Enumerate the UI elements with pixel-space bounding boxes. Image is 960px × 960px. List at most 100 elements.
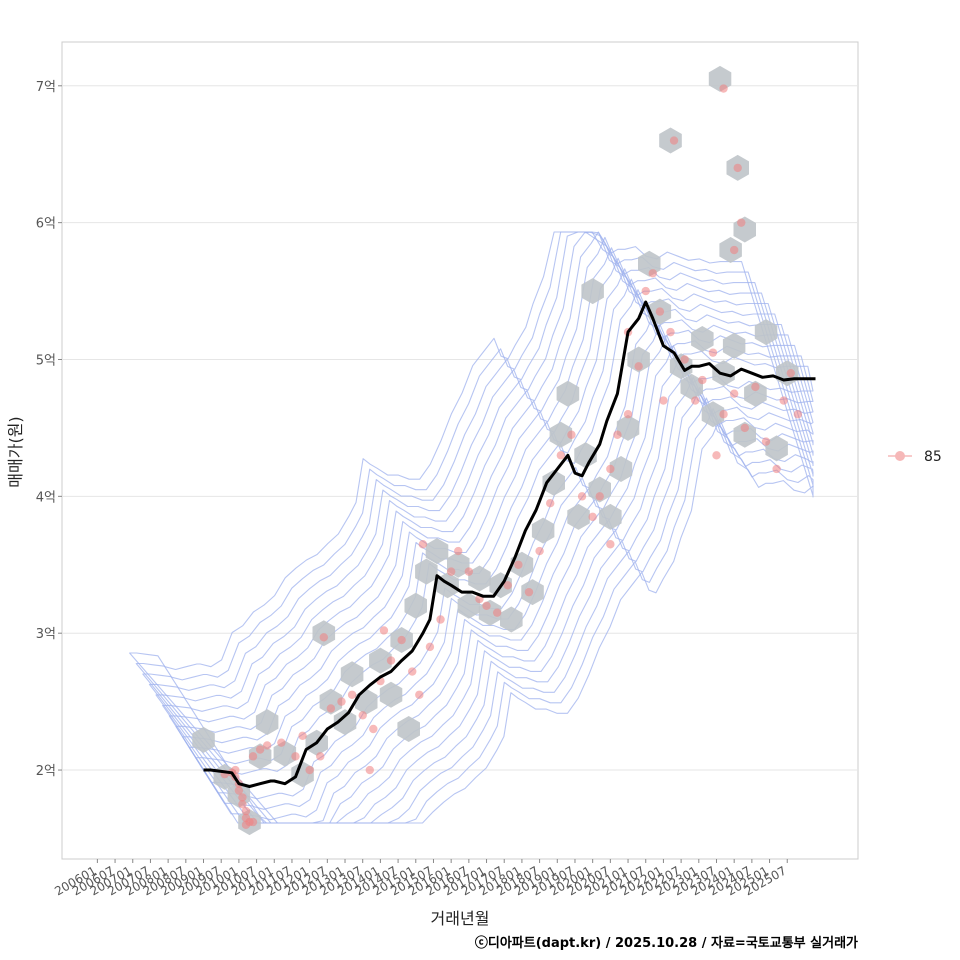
data-point <box>436 615 445 624</box>
hexbin-cell <box>549 421 573 448</box>
hexbin-cell <box>765 435 788 462</box>
y-axis-ticks: 2억 3억 4억 5억 6억 7억 <box>36 80 62 779</box>
data-point <box>772 464 781 474</box>
data-point <box>729 389 739 398</box>
data-point <box>238 800 247 809</box>
data-point <box>793 410 803 419</box>
data-point <box>641 286 650 296</box>
hexbin-cell <box>248 743 272 770</box>
y-tick-label: 4억 <box>36 490 56 505</box>
data-point <box>786 368 795 378</box>
data-point <box>305 765 314 775</box>
moving-average-line <box>203 300 816 788</box>
data-point <box>248 817 258 827</box>
hexbin-cell <box>588 476 611 503</box>
data-point <box>712 451 721 460</box>
data-point <box>698 375 707 385</box>
data-point <box>397 635 406 645</box>
hexbin-cell <box>691 326 714 352</box>
data-point <box>255 745 265 754</box>
hexbin-cell <box>457 592 481 619</box>
data-point <box>408 667 417 676</box>
data-point <box>680 355 689 364</box>
x-axis-ticks: 2006012006072007012007072008012008072009… <box>52 859 789 899</box>
data-point <box>241 806 251 816</box>
data-point <box>588 512 597 522</box>
data-point <box>326 704 336 713</box>
y-axis-title: 매매가(원) <box>6 416 25 487</box>
data-point <box>454 546 463 556</box>
hexbin-cell <box>599 503 622 530</box>
data-point <box>535 546 544 556</box>
hexbin-cell <box>556 380 580 407</box>
density-contour <box>135 231 814 824</box>
density-contour <box>168 247 814 824</box>
hexbin-cell <box>542 469 565 496</box>
data-point <box>556 451 566 460</box>
data-point <box>595 492 604 501</box>
hexbin-cell <box>255 709 279 736</box>
hexbin-cell <box>333 709 357 736</box>
hexbin-cell <box>369 647 392 674</box>
data-point <box>733 163 742 173</box>
hexbin-cell <box>379 681 403 708</box>
data-point <box>737 218 746 227</box>
y-tick-label: 3억 <box>36 627 56 642</box>
legend-label: 85 <box>924 449 942 465</box>
data-point <box>779 396 788 405</box>
hexbin-cell <box>574 442 597 469</box>
hexbin-cell <box>397 716 420 742</box>
data-point <box>719 410 728 419</box>
hexbin-cell <box>744 380 767 407</box>
hexbin-cell <box>500 606 523 633</box>
data-point <box>365 765 374 775</box>
hexbin-cell <box>733 421 756 448</box>
data-point <box>492 608 502 617</box>
hexbin-cell <box>627 346 650 373</box>
data-point <box>655 307 665 316</box>
data-point <box>241 820 251 829</box>
hexbin-cell <box>192 726 215 753</box>
hexbin-cell <box>340 661 364 688</box>
data-point <box>386 656 396 665</box>
data-point <box>358 711 367 720</box>
hexbin-cell <box>616 414 640 441</box>
data-point <box>369 724 378 734</box>
data-point <box>659 396 668 405</box>
data-point <box>719 84 728 93</box>
y-tick-label: 2억 <box>36 764 56 779</box>
density-contour <box>142 231 814 824</box>
density-contour <box>155 231 814 824</box>
data-point <box>648 269 658 278</box>
density-contour <box>175 257 814 824</box>
data-point <box>606 540 615 549</box>
data-point <box>577 492 587 501</box>
data-point <box>708 348 718 357</box>
data-point <box>634 362 643 371</box>
hexbin-cell <box>722 332 746 359</box>
density-contour <box>129 231 814 824</box>
hexbin-cell <box>415 558 438 585</box>
data-point <box>613 430 622 439</box>
hexbin-cell <box>701 401 725 428</box>
data-point <box>669 136 679 145</box>
data-point <box>666 327 675 337</box>
data-point <box>503 581 512 590</box>
hexbin-cell <box>273 740 297 767</box>
density-contour <box>148 231 814 824</box>
data-point <box>231 765 240 775</box>
data-point <box>316 752 325 761</box>
data-point <box>567 430 576 439</box>
data-point <box>546 498 555 508</box>
data-point <box>446 567 456 576</box>
hexbin-cell <box>754 319 778 346</box>
moving-average-layer <box>203 300 816 788</box>
density-contour <box>162 236 814 824</box>
data-point <box>238 793 247 802</box>
hexbin-cell <box>468 565 491 592</box>
legend: 85 <box>888 449 942 465</box>
hexbin-cell <box>581 278 604 305</box>
data-point <box>347 690 357 699</box>
data-point <box>379 626 389 635</box>
